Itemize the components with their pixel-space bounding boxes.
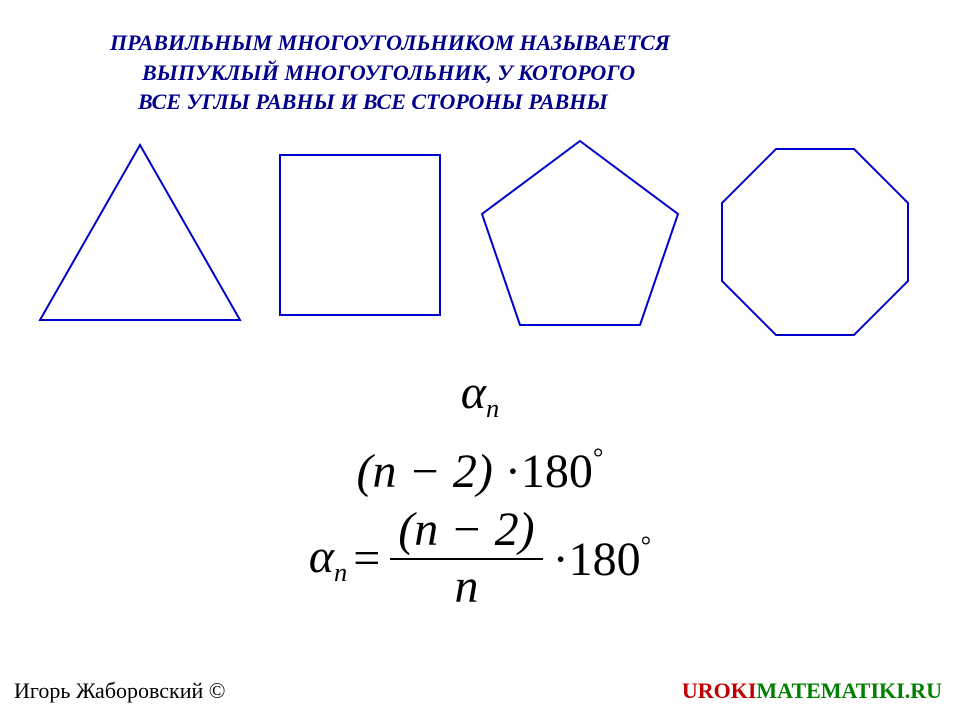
lhs-sub: n (334, 557, 347, 587)
alpha-symbol: α (461, 366, 486, 419)
definition-line-3: ВСЕ УГЛЫ РАВНЫ И ВСЕ СТОРОНЫ РАВНЫ (138, 87, 870, 117)
shape-square (260, 135, 460, 350)
formula-angle-sum: (n − 2) ·180° (0, 442, 960, 499)
shape-triangle (30, 135, 250, 350)
const-180: 180 (569, 533, 641, 586)
definition-block: ПРАВИЛЬНЫМ МНОГОУГОЛЬНИКОМ НАЗЫВАЕТСЯ ВЫ… (110, 28, 870, 117)
formula-interior-angle: αn = (n − 2) n ·180° (309, 505, 651, 612)
definition-line-1: ПРАВИЛЬНЫМ МНОГОУГОЛЬНИКОМ НАЗЫВАЕТСЯ (110, 28, 870, 58)
equals-sign: = (353, 531, 380, 586)
fraction-numerator: (n − 2) (390, 505, 542, 559)
degree-symbol: ° (641, 530, 652, 560)
alpha-subscript: n (486, 393, 499, 423)
shape-octagon (710, 135, 920, 355)
site-part-red: UROKI (682, 678, 757, 703)
sum-degree: ° (593, 442, 604, 472)
pentagon-icon (470, 135, 690, 345)
square-icon (260, 135, 460, 345)
polygons-row (20, 135, 940, 335)
sum-dot: · (505, 445, 521, 498)
formulas-block: αn (n − 2) ·180° αn = (n − 2) n ·180° (0, 365, 960, 612)
fraction-denominator: n (454, 560, 478, 612)
square-polygon (280, 155, 440, 315)
definition-line-2: ВЫПУКЛЫЙ МНОГОУГОЛЬНИК, У КОТОРОГО (142, 58, 870, 88)
times-dot: · (553, 533, 569, 586)
pentagon-polygon (482, 141, 678, 325)
octagon-polygon (722, 149, 908, 335)
formula-alpha-n: αn (0, 365, 960, 424)
fraction: (n − 2) n (390, 505, 542, 612)
site-credit: UROKIMATEMATIKI.RU (682, 678, 942, 704)
sum-const: 180 (521, 445, 593, 498)
lhs-alpha: α (309, 530, 334, 583)
triangle-polygon (40, 145, 240, 320)
shape-pentagon (470, 135, 690, 350)
triangle-icon (30, 135, 250, 345)
site-part-green: MATEMATIKI.RU (756, 678, 942, 703)
sum-nminus2: (n − 2) (357, 445, 493, 498)
author-credit: Игорь Жаборовский © (14, 678, 226, 704)
octagon-icon (710, 135, 920, 350)
